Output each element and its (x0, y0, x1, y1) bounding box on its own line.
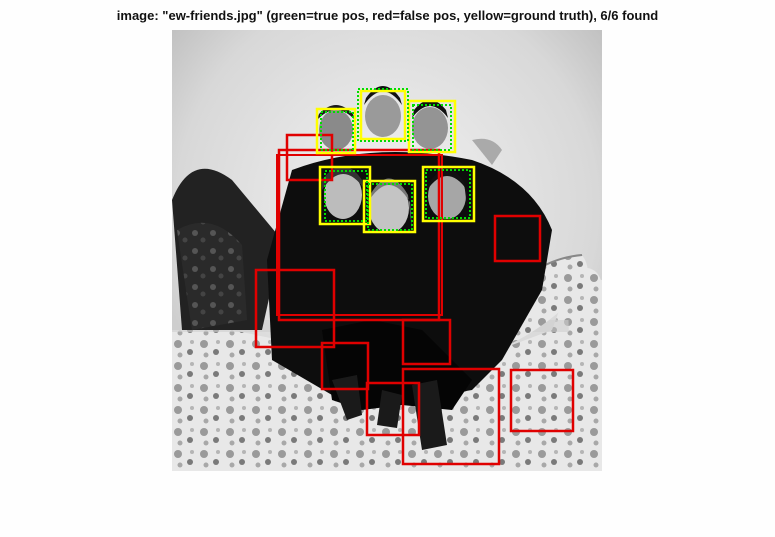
photo-with-detections (172, 30, 602, 471)
faces (317, 86, 468, 233)
ground-truth-box (421, 165, 476, 223)
false-positive-box (401, 318, 452, 366)
ground-truth-box (315, 107, 357, 155)
false-positive-box (401, 367, 501, 466)
false-positive-box (493, 214, 542, 263)
false-positive-box (285, 133, 334, 182)
detection-boxes (254, 88, 575, 466)
ground-truth-box (407, 99, 457, 154)
ground-truth-box (318, 165, 372, 226)
true-positive-box (357, 88, 409, 142)
false-positive-box (365, 381, 421, 437)
true-positive-box (320, 111, 354, 151)
ground-truth-box (359, 89, 407, 141)
false-positive-box (254, 268, 336, 349)
true-positive-box (412, 104, 452, 151)
false-positive-box (277, 148, 441, 322)
true-positive-box (425, 169, 471, 219)
ground-truth-box (362, 179, 417, 234)
false-positive-box (276, 154, 443, 316)
true-positive-box (367, 183, 413, 231)
false-positive-box (320, 341, 370, 391)
true-positive-box (324, 170, 368, 222)
false-positive-box (509, 368, 575, 433)
dark-pillows (172, 168, 282, 330)
figure-title: image: "ew-friends.jpg" (green=true pos,… (116, 8, 659, 23)
